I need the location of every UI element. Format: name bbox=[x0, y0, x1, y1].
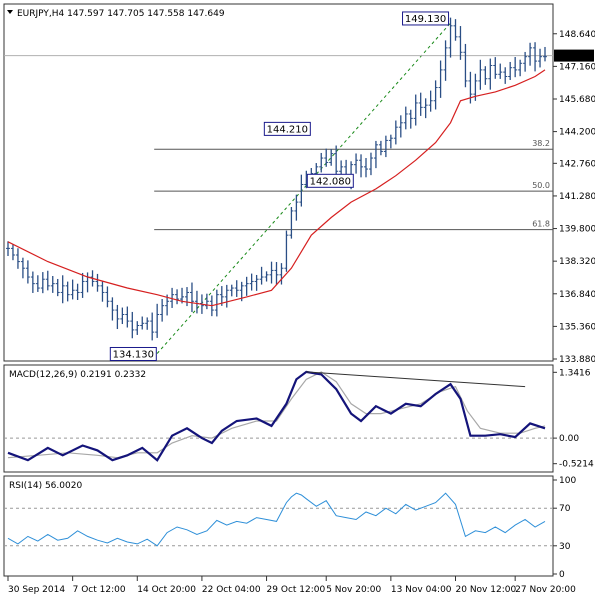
x-tick-label: 27 Nov 20:00 bbox=[515, 585, 576, 595]
fib-level-label: 61.8 bbox=[532, 220, 550, 229]
rsi-panel: RSI(14) 56.0020 100 70 30 0 bbox=[3, 475, 576, 580]
price-panel: EURJPY,H4 147.597 147.705 147.558 147.64… bbox=[3, 3, 595, 365]
time-axis: 30 Sep 2014 7 Oct 12:00 14 Oct 20:00 22 Oct… bbox=[7, 576, 576, 595]
x-tick-label: 7 Oct 12:00 bbox=[73, 585, 126, 595]
moving-average-line bbox=[7, 69, 546, 307]
y-tick-label: 135.360 bbox=[559, 322, 595, 332]
rsi-y-tick-label: 70 bbox=[559, 504, 571, 514]
x-tick-label: 22 Oct 04:00 bbox=[202, 585, 261, 595]
macd-panel-frame bbox=[3, 364, 554, 473]
price-annotation-label: 144.210 bbox=[267, 124, 308, 135]
fib-level-label: 50.0 bbox=[532, 181, 550, 190]
x-tick-label: 29 Oct 12:00 bbox=[267, 585, 326, 595]
macd-y-tick-label: -0.5214 bbox=[559, 460, 594, 470]
price-annotation-label: 142.080 bbox=[310, 176, 351, 187]
price-annotation-box bbox=[402, 11, 450, 26]
price-annotation-box bbox=[263, 121, 311, 136]
fib-trend-line bbox=[156, 22, 451, 354]
macd-y-tick-label: 1.3416 bbox=[559, 368, 591, 378]
macd-panel-title: MACD(12,26,9) 0.2191 0.2332 bbox=[9, 370, 146, 380]
macd-y-tick-label: 0.00 bbox=[559, 434, 579, 444]
price-annotation-box bbox=[306, 173, 354, 188]
x-tick-label: 30 Sep 2014 bbox=[8, 585, 65, 595]
x-tick-label: 14 Oct 20:00 bbox=[137, 585, 196, 595]
current-price-tag bbox=[554, 49, 594, 62]
price-annotation-label: 149.130 bbox=[405, 14, 446, 25]
macd-trendline bbox=[306, 371, 526, 388]
dropdown-arrow-icon[interactable] bbox=[7, 10, 13, 14]
macd-signal-line bbox=[7, 371, 546, 459]
y-tick-label: 142.760 bbox=[559, 159, 595, 169]
y-tick-label: 136.840 bbox=[559, 290, 595, 300]
rsi-y-tick-label: 100 bbox=[559, 476, 576, 486]
price-annotation-box bbox=[109, 346, 157, 361]
current-price-tag-label: 147.649 bbox=[557, 52, 594, 62]
rsi-line bbox=[7, 492, 546, 547]
fib-level-label: 38.2 bbox=[532, 139, 550, 148]
macd-panel: MACD(12,26,9) 0.2191 0.2332 1.3416 0.00 -0… bbox=[3, 364, 594, 473]
y-tick-label: 148.640 bbox=[559, 30, 595, 40]
x-tick-label: 13 Nov 04:00 bbox=[391, 585, 452, 595]
y-tick-label: 141.280 bbox=[559, 192, 595, 202]
rsi-y-tick-label: 30 bbox=[559, 542, 571, 552]
y-tick-label: 133.880 bbox=[559, 355, 595, 365]
rsi-panel-title: RSI(14) 56.0020 bbox=[9, 481, 82, 491]
rsi-y-tick-label: 0 bbox=[559, 570, 565, 580]
y-tick-label: 144.200 bbox=[559, 128, 595, 138]
y-tick-label: 145.680 bbox=[559, 95, 595, 105]
rsi-panel-frame bbox=[3, 475, 554, 577]
y-tick-label: 139.800 bbox=[559, 225, 595, 235]
x-tick-label: 5 Nov 20:00 bbox=[326, 585, 381, 595]
price-annotation-label: 134.130 bbox=[113, 349, 154, 360]
price-panel-frame bbox=[3, 3, 554, 362]
y-tick-label: 138.320 bbox=[559, 257, 595, 267]
x-tick-label: 20 Nov 12:00 bbox=[456, 585, 517, 595]
price-panel-title: EURJPY,H4 147.597 147.705 147.558 147.64… bbox=[17, 9, 225, 19]
macd-main-line bbox=[7, 370, 546, 462]
y-tick-label: 147.160 bbox=[559, 62, 595, 72]
